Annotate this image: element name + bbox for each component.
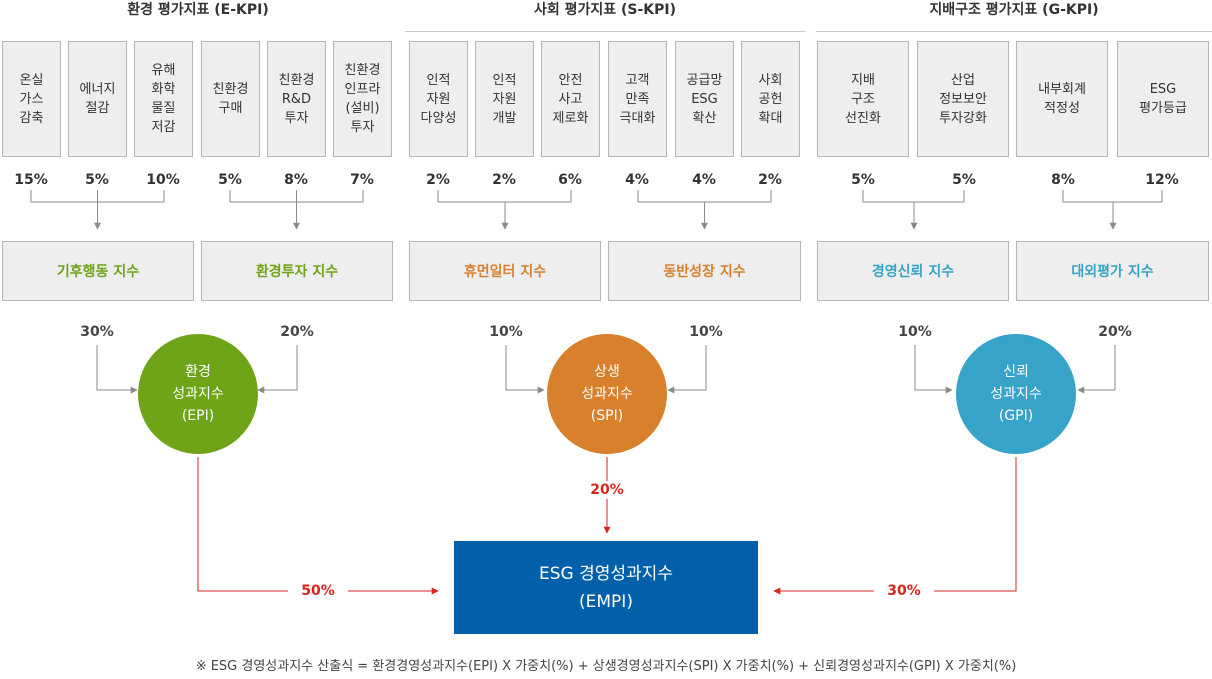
index-circle-line3: (EPI) xyxy=(181,408,215,424)
indicator-box: 내부회계 적정성 xyxy=(1016,41,1108,157)
index-circle-line1: 신뢰 xyxy=(1003,364,1029,380)
indicator-weight: 5% xyxy=(85,172,109,188)
indicator-box: 안전 사고 제로화 xyxy=(541,41,600,157)
index-circle-gpi: 신뢰 성과지수 (GPI) xyxy=(956,334,1076,454)
sub-index-management-trust: 경영신뢰 지수 xyxy=(817,241,1009,301)
indicator-weight: 10% xyxy=(146,172,180,188)
indicator-box: 친환경 R&D 투자 xyxy=(267,41,326,157)
section-title-e-kpi: 환경 평가지표 (E-KPI) xyxy=(127,2,269,18)
indicator-weight: 4% xyxy=(625,172,649,188)
sub-index-climate-action: 기후행동 지수 xyxy=(2,241,194,301)
empi-abbr: (EMPI) xyxy=(579,591,633,612)
index-circle-line1: 상생 xyxy=(594,364,620,380)
indicator-weight: 2% xyxy=(492,172,516,188)
sub-index-env-investment: 환경투자 지수 xyxy=(201,241,393,301)
section-divider-g-kpi xyxy=(816,31,1212,32)
indicator-weight: 2% xyxy=(426,172,450,188)
section-divider-s-kpi xyxy=(405,31,805,32)
indicator-box: 산업 정보보안 투자강화 xyxy=(917,41,1009,157)
indicator-weight: 7% xyxy=(350,172,374,188)
indicator-weight: 12% xyxy=(1145,172,1179,188)
indicator-box: 인적 자원 개발 xyxy=(475,41,534,157)
indicator-weight: 5% xyxy=(952,172,976,188)
index-circle-line2: 성과지수 xyxy=(581,386,633,402)
indicator-box: 공급망 ESG 확산 xyxy=(675,41,734,157)
index-circle-line2: 성과지수 xyxy=(990,386,1042,402)
index-circle-line3: (GPI) xyxy=(998,408,1034,424)
section-title-s-kpi: 사회 평가지표 (S-KPI) xyxy=(533,2,677,18)
sub-index-weight: 20% xyxy=(280,324,314,340)
indicator-weight: 8% xyxy=(1051,172,1075,188)
indicator-box: 지배 구조 선진화 xyxy=(817,41,909,157)
epi-final-weight: 50% xyxy=(288,582,348,600)
index-circle-spi: 상생 성과지수 (SPI) xyxy=(547,334,667,454)
indicator-weight: 2% xyxy=(758,172,782,188)
indicator-weight: 15% xyxy=(14,172,48,188)
gpi-final-weight: 30% xyxy=(874,582,934,600)
index-circle-line2: 성과지수 xyxy=(172,386,224,402)
indicator-box: 인적 자원 다양성 xyxy=(409,41,468,157)
index-circle-line3: (SPI) xyxy=(590,408,624,424)
sub-index-weight: 10% xyxy=(689,324,723,340)
spi-final-weight: 20% xyxy=(577,481,637,499)
empi-box: ESG 경영성과지수 (EMPI) xyxy=(454,541,758,634)
indicator-box: 에너지 절감 xyxy=(68,41,127,157)
indicator-box: 사회 공헌 확대 xyxy=(741,41,800,157)
indicator-box: 고객 만족 극대화 xyxy=(608,41,667,157)
sub-index-weight: 20% xyxy=(1098,324,1132,340)
empi-title: ESG 경영성과지수 xyxy=(539,563,673,584)
formula-footnote: ※ ESG 경영성과지수 산출식 = 환경경영성과지수(EPI) X 가중치(%… xyxy=(195,659,1017,674)
indicator-box: ESG 평가등급 xyxy=(1117,41,1209,157)
indicator-box: 친환경 인프라 (설비) 투자 xyxy=(333,41,392,157)
sub-index-human-workplace: 휴먼일터 지수 xyxy=(409,241,601,301)
sub-index-weight: 10% xyxy=(489,324,523,340)
indicator-box: 온실 가스 감축 xyxy=(2,41,61,157)
indicator-box: 유해 화학 물질 저감 xyxy=(134,41,193,157)
index-circle-line1: 환경 xyxy=(185,364,211,380)
indicator-weight: 4% xyxy=(692,172,716,188)
index-circle-epi: 환경 성과지수 (EPI) xyxy=(138,334,258,454)
sub-index-shared-growth: 동반성장 지수 xyxy=(608,241,801,301)
indicator-weight: 5% xyxy=(218,172,242,188)
indicator-weight: 5% xyxy=(851,172,875,188)
indicator-box: 친환경 구매 xyxy=(201,41,260,157)
indicator-weight: 6% xyxy=(558,172,582,188)
indicator-weight: 8% xyxy=(284,172,308,188)
sub-index-weight: 10% xyxy=(898,324,932,340)
sub-index-external-evaluation: 대외평가 지수 xyxy=(1016,241,1209,301)
sub-index-weight: 30% xyxy=(80,324,114,340)
section-title-g-kpi: 지배구조 평가지표 (G-KPI) xyxy=(929,2,1099,18)
